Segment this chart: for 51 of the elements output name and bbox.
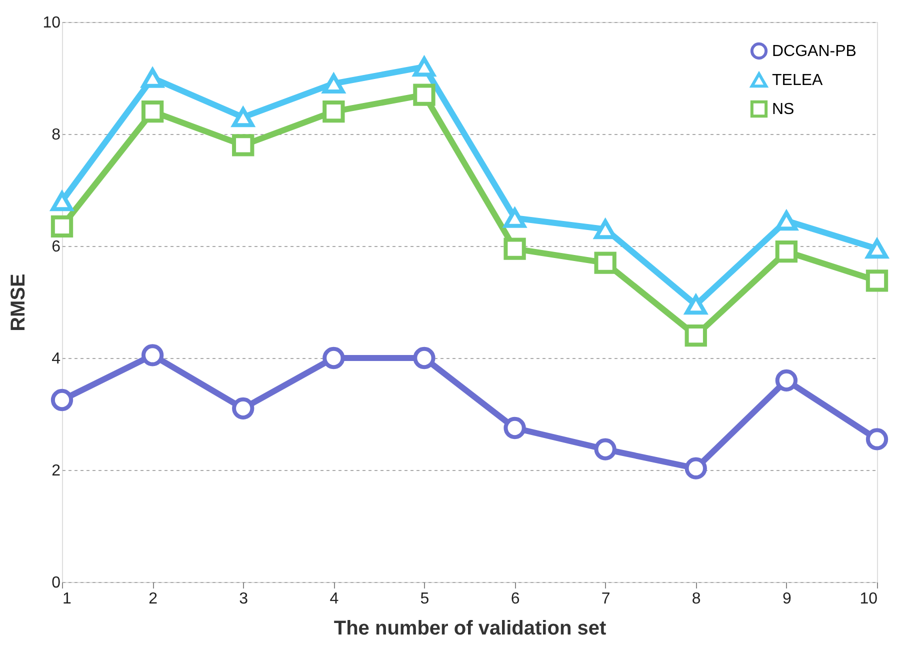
y-axis-title: RMSE: [8, 274, 30, 332]
point: [684, 457, 707, 480]
point: [594, 252, 616, 274]
point: [232, 134, 254, 156]
point: [50, 215, 74, 238]
point: [866, 428, 888, 450]
legend-label: TELEA: [772, 72, 824, 89]
point: [141, 344, 164, 366]
x-tick-label: 8: [692, 590, 701, 608]
point: [232, 397, 254, 420]
y-tick-label: 8: [52, 126, 61, 144]
x-tick-label: 5: [420, 590, 430, 608]
point: [413, 84, 436, 106]
point: [413, 346, 436, 370]
point: [413, 56, 436, 77]
y-tick-label: 2: [52, 462, 61, 480]
x-tick-label: 4: [330, 590, 339, 608]
point: [866, 238, 888, 259]
legend-label: NS: [772, 101, 794, 118]
point: [50, 388, 74, 412]
point: [594, 219, 616, 240]
point: [684, 324, 707, 347]
point: [594, 438, 616, 460]
point: [775, 369, 798, 392]
x-tick-label: 9: [782, 590, 792, 608]
y-tick-label: 4: [52, 350, 61, 368]
point: [322, 346, 345, 370]
x-tick-label: 1: [62, 590, 72, 608]
point: [684, 294, 707, 315]
point: [322, 100, 345, 123]
point: [50, 191, 74, 212]
point: [322, 74, 345, 94]
x-tick-label: 2: [148, 590, 158, 608]
point: [141, 100, 164, 123]
point: [504, 416, 526, 440]
x-tick-label: 7: [601, 590, 610, 608]
point: [504, 208, 526, 228]
x-tick-label: 6: [510, 590, 520, 608]
point: [775, 240, 798, 263]
y-tick-label: 6: [52, 238, 61, 256]
point: [504, 238, 526, 260]
y-tick-label: 0: [52, 574, 61, 592]
legend-label: DCGAN-PB: [772, 43, 856, 60]
x-axis-title: The number of validation set: [334, 618, 606, 640]
point: [866, 270, 888, 292]
point: [775, 210, 798, 231]
point: [141, 68, 164, 88]
x-tick-label: 10: [860, 590, 878, 608]
y-tick-label: 10: [42, 14, 61, 32]
x-tick-label: 3: [239, 590, 248, 608]
point: [232, 107, 254, 128]
